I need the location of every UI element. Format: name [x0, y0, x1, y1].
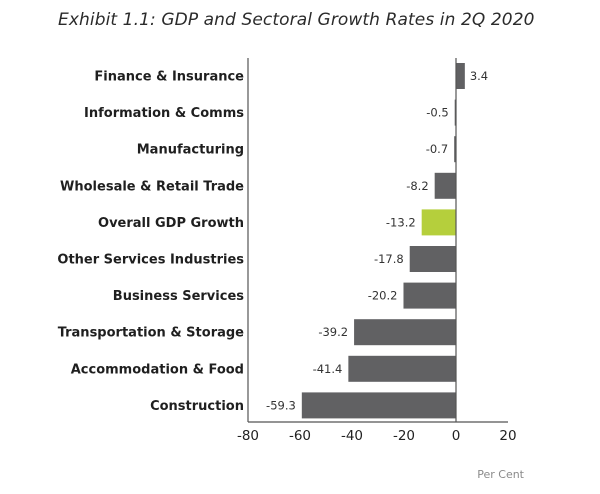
x-tick-label: -80: [237, 428, 259, 444]
category-label: Construction: [150, 399, 244, 414]
bar-finance-insurance: [456, 63, 465, 89]
bar-accommodation-food: [348, 355, 456, 382]
category-label: Wholesale & Retail Trade: [60, 179, 244, 194]
category-label: Transportation & Storage: [58, 326, 244, 341]
chart-title: Exhibit 1.1: GDP and Sectoral Growth Rat…: [58, 10, 535, 30]
category-labels-group: Finance & Insurance Information & Comms Ma…: [57, 70, 244, 414]
value-label: -59.3: [266, 398, 296, 412]
value-label: -13.2: [386, 215, 416, 229]
value-label: -0.5: [426, 106, 448, 120]
value-label: -17.8: [374, 252, 404, 266]
x-tick-label: -20: [393, 428, 415, 444]
value-label: -0.7: [426, 142, 448, 156]
value-label: 3.4: [470, 69, 488, 83]
bar-overall-gdp-growth: [421, 209, 456, 236]
value-label: -20.2: [368, 289, 398, 303]
x-tick-label: 20: [499, 428, 516, 444]
value-label: -41.4: [313, 362, 343, 376]
value-labels-group: 3.4 -0.5 -0.7 -8.2 -13.2 -17.8 -20.2 -39.2 -41.4…: [266, 69, 488, 412]
x-tick-label: -60: [289, 428, 311, 444]
x-tick-label: -40: [341, 428, 363, 444]
x-axis-unit-label: Per Cent: [477, 468, 524, 481]
category-label: Business Services: [113, 289, 244, 304]
category-label: Other Services Industries: [57, 253, 244, 268]
bar-business-services: [403, 282, 456, 309]
category-label: Manufacturing: [137, 143, 244, 158]
bar-wholesale-retail-trade: [434, 172, 456, 199]
x-tick-label: 0: [452, 428, 461, 444]
category-label: Information & Comms: [84, 106, 244, 121]
bar-other-services-industries: [409, 246, 456, 272]
category-label: Finance & Insurance: [94, 70, 244, 85]
bar-transportation-storage: [354, 319, 456, 346]
bar-construction: [301, 392, 456, 419]
value-label: -8.2: [406, 179, 428, 193]
category-label: Overall GDP Growth: [98, 216, 244, 231]
bar-manufacturing: [454, 136, 456, 163]
value-label: -39.2: [318, 325, 348, 339]
bar-information-comms: [454, 99, 456, 126]
bars-group: [301, 63, 465, 419]
category-label: Accommodation & Food: [71, 362, 244, 377]
x-ticks-group: -80 -60 -40 -20 0 20: [237, 428, 517, 444]
